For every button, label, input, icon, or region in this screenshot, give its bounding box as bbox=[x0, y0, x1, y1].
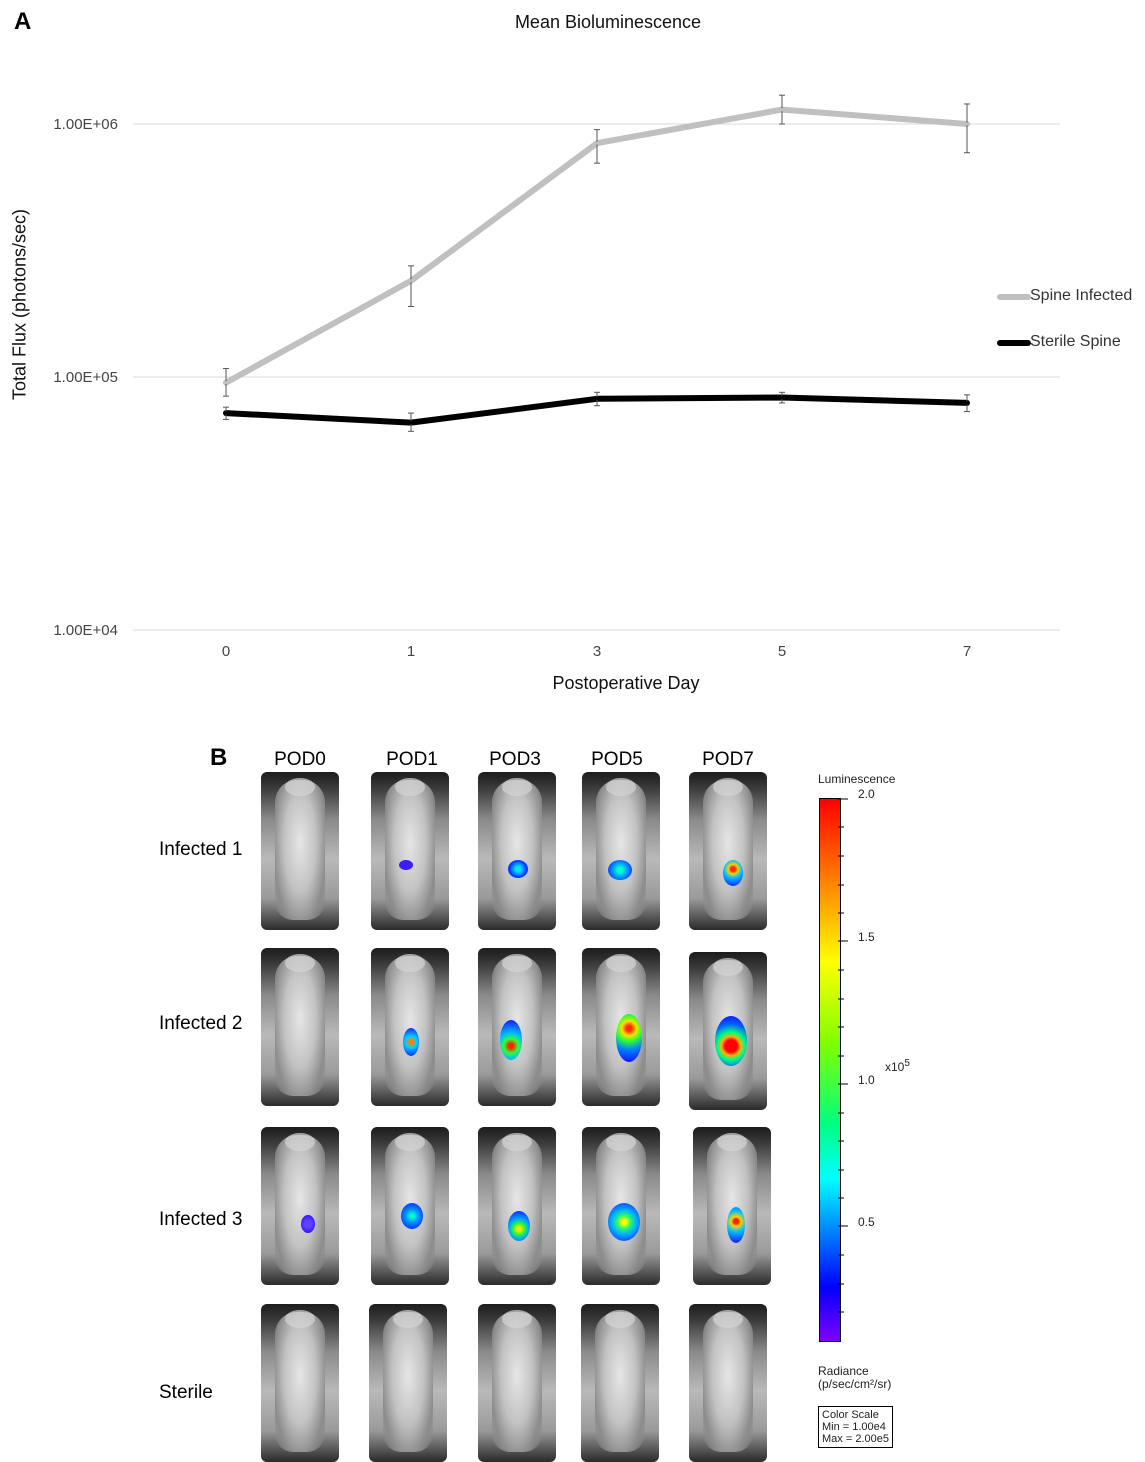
mouse-image bbox=[261, 1304, 339, 1462]
data-point bbox=[965, 401, 969, 405]
y-tick-label: 1.00E+05 bbox=[53, 369, 118, 386]
x-tick-label: 7 bbox=[963, 643, 971, 660]
colorbar-tick-label: 2.0 bbox=[858, 787, 875, 801]
colorbar-title: Luminescence bbox=[818, 772, 896, 786]
row-label-infected-1: Infected 1 bbox=[159, 839, 243, 860]
mouse-image bbox=[371, 772, 449, 930]
radiance-line-1: Radiance bbox=[818, 1364, 869, 1378]
column-label-pod7: POD7 bbox=[702, 749, 754, 770]
radiance-label: Radiance (p/sec/cm²/sr) bbox=[818, 1365, 891, 1391]
color-scale-box: Color Scale Min = 1.00e4 Max = 2.00e5 bbox=[818, 1406, 893, 1448]
mouse-image bbox=[478, 1304, 556, 1462]
mouse-image bbox=[693, 1127, 771, 1285]
signal-spot bbox=[301, 1215, 315, 1233]
color-scale-line-2: Min = 1.00e4 bbox=[822, 1421, 886, 1433]
row-label-infected-2: Infected 2 bbox=[159, 1013, 243, 1034]
mouse-image bbox=[478, 1127, 556, 1285]
mouse-image bbox=[261, 772, 339, 930]
x-axis-label: Postoperative Day bbox=[552, 673, 700, 693]
legend-label-spine-infected: Spine Infected bbox=[1030, 287, 1133, 304]
column-label-pod0: POD0 bbox=[274, 749, 326, 770]
row-label-infected-3: Infected 3 bbox=[159, 1209, 243, 1230]
data-point bbox=[965, 122, 969, 126]
legend-label-sterile-spine: Sterile Spine bbox=[1030, 333, 1121, 350]
column-label-pod1: POD1 bbox=[386, 749, 438, 770]
signal-spot bbox=[401, 1203, 423, 1229]
colorbar-tick-label: 0.5 bbox=[858, 1215, 875, 1229]
colorbar-multiplier-base: x10 bbox=[885, 1060, 905, 1074]
signal-spot bbox=[616, 1014, 642, 1062]
mouse-image bbox=[261, 948, 339, 1106]
signal-spot bbox=[608, 1203, 640, 1241]
signal-spot bbox=[608, 860, 632, 880]
x-tick-label: 3 bbox=[593, 643, 601, 660]
colorbar bbox=[819, 798, 841, 1342]
signal-spot bbox=[399, 860, 413, 870]
y-tick-label: 1.00E+04 bbox=[53, 622, 118, 639]
mouse-image bbox=[582, 772, 660, 930]
mouse-image bbox=[582, 948, 660, 1106]
x-tick-label: 0 bbox=[222, 643, 230, 660]
colorbar-tick-label: 1.5 bbox=[858, 930, 875, 944]
color-scale-line-3: Max = 2.00e5 bbox=[822, 1433, 889, 1445]
data-point bbox=[224, 381, 228, 385]
mouse-image bbox=[478, 948, 556, 1106]
signal-spot bbox=[500, 1020, 522, 1060]
data-point bbox=[780, 108, 784, 112]
colorbar-multiplier-exponent: 5 bbox=[904, 1058, 910, 1069]
mouse-image bbox=[582, 1127, 660, 1285]
column-label-pod3: POD3 bbox=[489, 749, 541, 770]
radiance-line-2: (p/sec/cm²/sr) bbox=[818, 1377, 892, 1391]
x-tick-label: 1 bbox=[407, 643, 415, 660]
line-chart: 1.00E+06 1.00E+05 1.00E+04 0 1 3 5 7 bbox=[53, 94, 1060, 660]
colorbar-multiplier: x105 bbox=[885, 1058, 910, 1074]
colorbar-tick-label: 1.0 bbox=[858, 1073, 875, 1087]
mouse-image bbox=[369, 1304, 447, 1462]
signal-spot bbox=[508, 1211, 530, 1241]
signal-spot bbox=[715, 1016, 747, 1066]
signal-spot bbox=[723, 860, 743, 886]
signal-spot bbox=[403, 1028, 419, 1056]
data-point bbox=[595, 397, 599, 401]
data-point bbox=[409, 279, 413, 283]
mouse-image bbox=[689, 952, 767, 1110]
x-tick-label: 5 bbox=[778, 643, 786, 660]
mouse-image bbox=[371, 948, 449, 1106]
mouse-image bbox=[371, 1127, 449, 1285]
row-label-sterile: Sterile bbox=[159, 1382, 213, 1403]
signal-spot bbox=[727, 1207, 745, 1243]
data-point bbox=[595, 141, 599, 145]
panel-a-label: A bbox=[14, 8, 32, 35]
data-point bbox=[409, 421, 413, 425]
colorbar-ticks bbox=[838, 798, 848, 1313]
mouse-image bbox=[261, 1127, 339, 1285]
color-scale-line-1: Color Scale bbox=[822, 1409, 879, 1421]
mouse-image bbox=[581, 1304, 659, 1462]
chart-title: Mean Bioluminescence bbox=[514, 12, 702, 32]
column-label-pod5: POD5 bbox=[591, 749, 643, 770]
data-point bbox=[780, 395, 784, 399]
mouse-image bbox=[689, 772, 767, 930]
signal-spot bbox=[508, 860, 528, 878]
y-axis-label: Total Flux (photons/sec) bbox=[9, 208, 30, 401]
y-tick-label: 1.00E+06 bbox=[53, 116, 118, 133]
data-point bbox=[224, 411, 228, 415]
mouse-image bbox=[689, 1304, 767, 1462]
mouse-image bbox=[478, 772, 556, 930]
panel-b-label: B bbox=[210, 744, 228, 771]
